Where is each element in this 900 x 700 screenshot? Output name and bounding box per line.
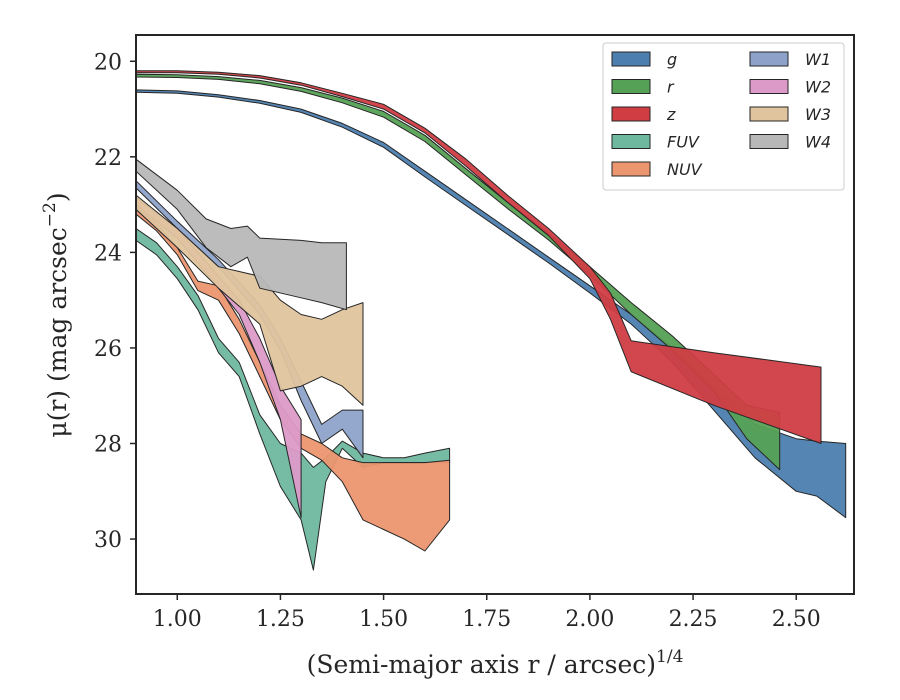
x-tick-label: 2.25: [669, 607, 718, 632]
x-tick-label: 1.50: [359, 607, 408, 632]
legend-label-nuv: NUV: [667, 160, 703, 179]
x-tick-label: 1.25: [256, 607, 305, 632]
x-axis: 1.00 1.25 1.50 1.75 2.00 2.25 2.50: [153, 594, 821, 632]
y-tick-label: 28: [94, 433, 122, 458]
y-axis-label-power: −2: [40, 202, 60, 227]
band-nuv: [136, 206, 451, 552]
x-tick-label: 1.75: [462, 607, 511, 632]
band-z: [136, 70, 822, 444]
legend-swatch-fuv: [611, 134, 651, 149]
legend-label-w4: W4: [805, 133, 831, 152]
legend-swatch-z: [611, 106, 651, 122]
legend-label-w1: W1: [805, 50, 831, 69]
x-tick-label: 2.50: [772, 607, 821, 632]
legend-swatch-w2: [749, 79, 789, 94]
y-tick-label: 24: [94, 241, 122, 266]
legend-swatch-g: [611, 51, 651, 67]
x-tick-label: 1.00: [153, 607, 202, 632]
band-r: [136, 73, 781, 471]
axes-frame: [135, 34, 855, 595]
legend-label-g: g: [667, 50, 677, 69]
y-axis-label-close: ): [43, 192, 72, 202]
x-axis-label-power: 1/4: [656, 647, 683, 667]
y-tick-label: 22: [94, 146, 122, 171]
band-w4: [136, 158, 347, 311]
legend-swatch-w3: [749, 106, 789, 122]
legend-label-w2: W2: [805, 78, 831, 97]
legend-label-z: z: [666, 105, 676, 124]
x-axis-label: (Semi-major axis r / arcsec)1/4: [307, 647, 684, 679]
y-axis: 20 22 24 26 28 30: [94, 50, 136, 553]
legend-swatch-w4: [749, 134, 789, 149]
legend-label-fuv: FUV: [667, 133, 700, 152]
legend-swatch-r: [611, 79, 651, 94]
y-axis-label: μ(r) (mag arcsec−2): [40, 192, 72, 437]
y-tick-label: 20: [94, 50, 122, 75]
band-g: [136, 89, 847, 519]
legend-label-w3: W3: [805, 105, 831, 124]
x-tick-label: 2.00: [565, 607, 614, 632]
legend: grz FUV NUV W1 W2 W3 W4: [602, 42, 845, 191]
y-tick-label: 30: [94, 528, 122, 553]
legend-label-r: r: [667, 78, 675, 97]
legend-swatch-nuv: [611, 161, 651, 177]
legend-swatch-w1: [749, 51, 789, 67]
plot-area: [136, 70, 847, 571]
y-tick-label: 26: [94, 337, 122, 362]
